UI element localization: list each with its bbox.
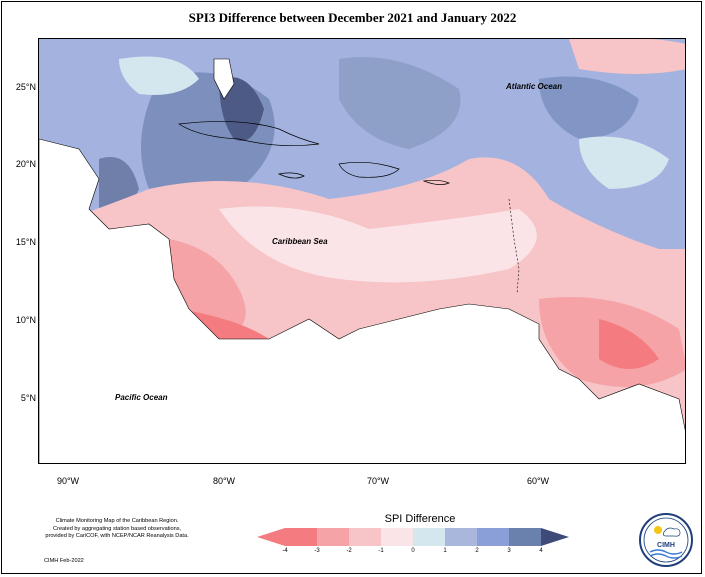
credits-line: Climate Monitoring Map of the Caribbean …	[55, 518, 179, 524]
legend-swatch	[317, 528, 349, 546]
atlantic-ocean-label: Atlantic Ocean	[506, 82, 563, 91]
neutral-patch	[579, 136, 669, 189]
legend-swatch	[381, 528, 413, 546]
island-hispaniola	[338, 162, 400, 178]
legend-tick: -3	[314, 548, 320, 554]
positive-patch	[539, 76, 639, 139]
caribbean-sea-label: Caribbean Sea	[272, 237, 328, 246]
positive-patch	[339, 57, 461, 149]
logo-ring	[639, 513, 693, 567]
sun-icon	[654, 526, 662, 534]
legend-title: SPI Difference	[384, 513, 456, 525]
legend-swatch	[445, 528, 477, 546]
lon-label: 80°W	[212, 476, 236, 486]
lat-label: 15°N	[15, 237, 36, 247]
lesser-antilles-arc	[508, 198, 520, 295]
weak-negative-patch	[219, 206, 537, 283]
wave-icon	[649, 549, 683, 555]
lat-label: 10°N	[15, 315, 36, 325]
island-jamaica	[277, 172, 305, 179]
legend-tick: 4	[539, 548, 543, 554]
legend-tick: 1	[443, 548, 447, 554]
neutral-patch	[119, 56, 199, 95]
negative-patch	[569, 39, 685, 74]
legend-swatch	[477, 528, 509, 546]
legend-colorbar	[257, 528, 569, 546]
land-florida	[213, 58, 235, 100]
strong-positive-patch	[219, 77, 264, 141]
credits-date: CIMH Feb-2022	[44, 558, 84, 564]
logo-inner-ring	[643, 517, 689, 563]
legend-swatch	[285, 528, 317, 546]
lat-label: 25°N	[15, 82, 36, 92]
legend-swatch	[509, 528, 541, 546]
credits-line: Created by aggregating station based obs…	[52, 525, 182, 532]
legend-arrow-left	[257, 528, 285, 546]
map-title: SPI3 Difference between December 2021 an…	[188, 10, 517, 25]
spi-map	[39, 39, 685, 463]
legend-tick: -4	[282, 548, 288, 554]
lat-label: 5°N	[20, 393, 36, 403]
lon-label: 90°W	[56, 476, 80, 486]
credits-line: provided by CariCOF, with NCEP/NCAR Rean…	[45, 533, 189, 540]
credits: Climate Monitoring Map of the Caribbean …	[22, 518, 212, 541]
legend-swatch	[349, 528, 381, 546]
legend-swatch	[413, 528, 445, 546]
legend-tick: 3	[507, 548, 511, 554]
wave-icon	[649, 553, 683, 559]
lon-label: 60°W	[526, 476, 550, 486]
cloud-icon	[662, 527, 681, 537]
island-cuba	[177, 121, 320, 146]
legend-tick: 2	[475, 548, 479, 554]
cimh-logo: CIMH	[639, 513, 693, 567]
island-puerto-rico	[422, 179, 450, 185]
lon-label: 70°W	[366, 476, 390, 486]
legend-arrow-right	[541, 528, 569, 546]
map-area	[38, 38, 686, 464]
land-south-central-america	[39, 138, 685, 463]
legend-tick: -2	[346, 548, 352, 554]
positive-patch	[99, 157, 139, 210]
pacific-ocean-label: Pacific Ocean	[115, 393, 168, 402]
strong-negative-patch	[599, 319, 659, 369]
logo-text: CIMH	[657, 542, 675, 549]
legend-tick: 0	[411, 548, 415, 554]
legend-tick: -1	[378, 548, 384, 554]
lat-label: 20°N	[15, 159, 36, 169]
